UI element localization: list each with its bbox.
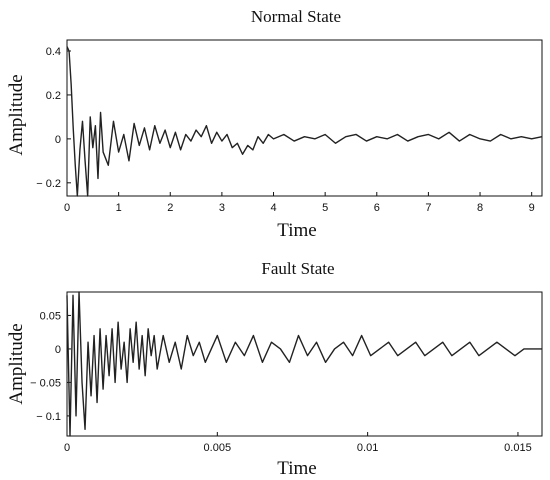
normal-state-x-tick-label: 1 <box>116 202 122 214</box>
fault-state-y-label: Amplitude <box>6 323 27 404</box>
normal-state-x-tick-label: 2 <box>167 202 173 214</box>
normal-state-y-label: Amplitude <box>6 74 27 155</box>
normal-state-y-ticks: 0.4 0.2 0 − 0.2 <box>36 46 71 190</box>
fault-state-y-tick-label: 0 <box>55 344 61 356</box>
fault-state-y-tick-label: − 0.05 <box>30 377 61 389</box>
normal-state-x-tick-label: 5 <box>322 202 328 214</box>
normal-state-y-tick-label: 0.2 <box>46 90 61 102</box>
normal-state-x-tick-label: 4 <box>270 202 276 214</box>
normal-state-x-tick-label: 3 <box>219 202 225 214</box>
fault-state-panel: Fault State 0 0.005 0.01 0.015 0.05 0 − 0.05 −… <box>6 259 543 479</box>
fault-state-plot-frame <box>66 291 543 437</box>
normal-state-x-tick-label: 9 <box>529 202 535 214</box>
fault-state-x-tick-label: 0.015 <box>504 442 532 454</box>
fault-state-x-label: Time <box>277 458 316 479</box>
normal-state-signal-line <box>66 46 543 197</box>
normal-state-x-ticks: 0 1 2 3 4 5 6 7 8 9 <box>64 192 535 214</box>
fault-state-y-tick-label: 0.05 <box>40 310 61 322</box>
normal-state-y-tick-label: 0 <box>55 134 61 146</box>
fault-state-x-tick-label: 0.005 <box>204 442 232 454</box>
fault-state-y-ticks: 0.05 0 − 0.05 − 0.1 <box>30 310 71 423</box>
fault-state-x-tick-label: 0 <box>64 442 70 454</box>
normal-state-plot-frame <box>66 39 543 197</box>
normal-state-title: Normal State <box>251 7 341 26</box>
fault-state-signal-line <box>66 291 542 437</box>
fault-state-y-tick-label: − 0.1 <box>36 411 61 423</box>
normal-state-x-tick-label: 6 <box>374 202 380 214</box>
fault-state-x-tick-label: 0.01 <box>357 442 378 454</box>
fault-state-x-ticks: 0 0.005 0.01 0.015 <box>64 432 532 454</box>
normal-state-x-tick-label: 7 <box>425 202 431 214</box>
normal-state-x-tick-label: 8 <box>477 202 483 214</box>
normal-state-y-tick-label: 0.4 <box>46 46 61 58</box>
normal-state-x-label: Time <box>277 220 316 241</box>
fault-state-title: Fault State <box>261 259 334 278</box>
normal-state-y-tick-label: − 0.2 <box>36 178 61 190</box>
normal-state-x-tick-label: 0 <box>64 202 70 214</box>
